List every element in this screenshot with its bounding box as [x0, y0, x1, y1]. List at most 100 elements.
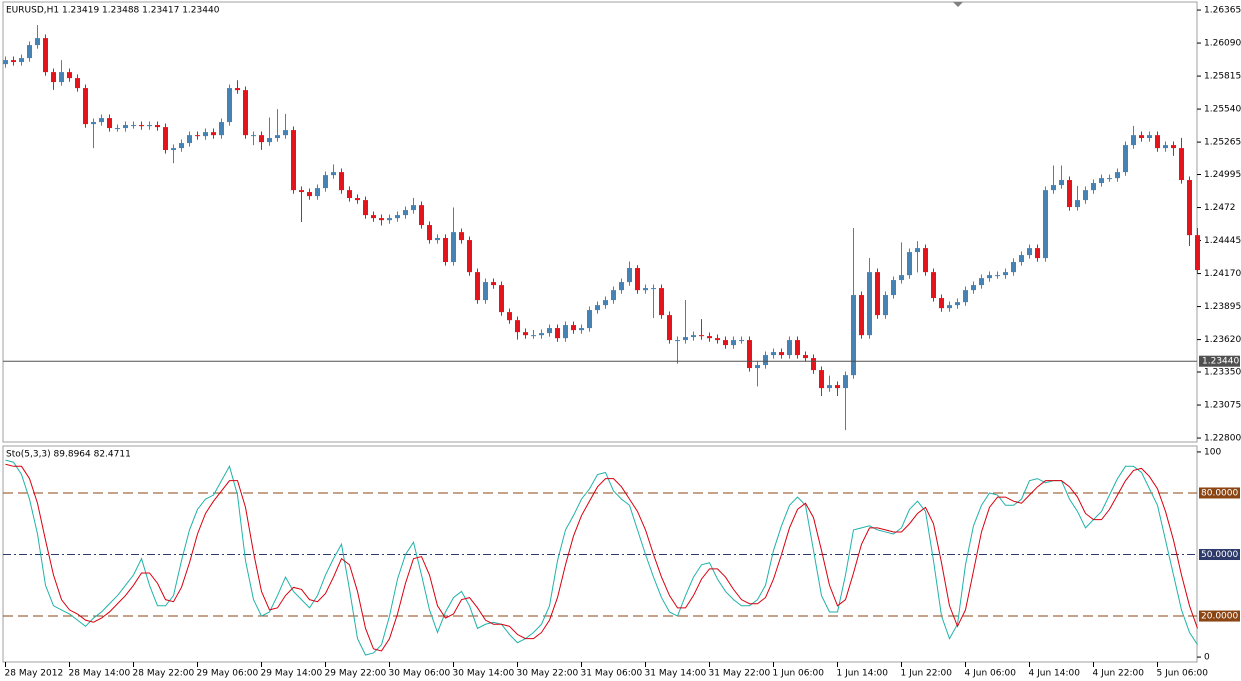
candle-body — [75, 78, 80, 89]
candle-body — [1131, 135, 1136, 146]
candle-body — [1091, 183, 1096, 191]
candle-body — [1107, 178, 1112, 180]
y-tick-label: 1.2472 — [1204, 203, 1236, 213]
candle-body — [35, 38, 40, 46]
x-tick-label: 1 Jun 22:00 — [901, 669, 953, 679]
candle-body — [155, 125, 160, 128]
candle-body — [339, 172, 344, 191]
candle-body — [947, 305, 952, 309]
candle-body — [1011, 262, 1016, 273]
candle-body — [19, 58, 24, 63]
candle-body — [1083, 190, 1088, 201]
candle-body — [467, 240, 472, 273]
candle-body — [11, 60, 16, 63]
candle-body — [651, 288, 656, 290]
candle-body — [827, 385, 832, 389]
candle-body — [427, 225, 432, 241]
candle-body — [963, 290, 968, 303]
candle-body — [891, 280, 896, 296]
x-tick-label: 28 May 14:00 — [69, 669, 131, 679]
candle-body — [115, 128, 120, 130]
x-tick-label: 29 May 22:00 — [325, 669, 387, 679]
candle-body — [995, 275, 1000, 277]
y-tick-label: 1.25540 — [1204, 105, 1241, 115]
candle-body — [195, 135, 200, 137]
level-box — [1199, 549, 1240, 561]
level-label: 50.0000 — [1201, 550, 1238, 560]
candle-body — [1123, 145, 1128, 173]
candle-body — [1067, 180, 1072, 208]
y-tick-label: 1.22800 — [1204, 434, 1241, 444]
y-tick-label: 1.24995 — [1204, 170, 1241, 180]
candle-body — [875, 272, 880, 316]
candle-body — [451, 232, 456, 263]
x-tick-label: 30 May 06:00 — [389, 669, 451, 679]
candle-body — [163, 127, 168, 151]
candle-body — [699, 335, 704, 337]
candle-body — [131, 125, 136, 127]
candle-body — [811, 358, 816, 371]
x-tick-label: 29 May 14:00 — [261, 669, 323, 679]
candle-body — [787, 340, 792, 356]
candle-body — [299, 190, 304, 193]
candle-body — [1027, 248, 1032, 256]
candle-body — [83, 88, 88, 125]
candle-body — [531, 335, 536, 337]
candle-body — [291, 130, 296, 191]
candle-body — [1019, 255, 1024, 263]
candle-body — [587, 310, 592, 329]
candle-body — [227, 88, 232, 123]
candle-body — [51, 72, 56, 83]
candle-body — [331, 172, 336, 176]
candle-body — [723, 340, 728, 346]
candle-body — [147, 125, 152, 127]
candle-body — [915, 248, 920, 253]
candle-body — [595, 305, 600, 311]
candle-body — [667, 315, 672, 341]
candle-body — [1155, 135, 1160, 149]
candle-body — [851, 295, 856, 376]
y-tick-label: 1.23350 — [1204, 368, 1241, 378]
candle-body — [315, 188, 320, 197]
x-tick-label: 31 May 06:00 — [581, 669, 643, 679]
candle-body — [819, 370, 824, 389]
candle-body — [59, 72, 64, 83]
candle-body — [971, 285, 976, 291]
candle-body — [27, 45, 32, 59]
candle-body — [1195, 235, 1200, 271]
candle-body — [987, 275, 992, 279]
price-panel — [2, 1, 1198, 443]
candle-body — [323, 175, 328, 189]
candle-body — [643, 288, 648, 291]
candle-body — [171, 148, 176, 151]
level-box — [1199, 487, 1240, 499]
candle-body — [763, 355, 768, 366]
candle-body — [547, 328, 552, 334]
candle-body — [563, 325, 568, 339]
candle-body — [843, 375, 848, 389]
candle-body — [395, 215, 400, 219]
candle-body — [1059, 180, 1064, 186]
candle-body — [755, 365, 760, 369]
candle-body — [1171, 145, 1176, 149]
y-tick-label: 1.25815 — [1204, 72, 1241, 82]
x-tick-label: 31 May 14:00 — [645, 669, 707, 679]
candle-body — [523, 332, 528, 336]
candle-body — [1187, 180, 1192, 236]
candle-body — [619, 282, 624, 291]
candle-body — [179, 143, 184, 149]
candle-body — [579, 328, 584, 331]
candle-body — [571, 325, 576, 331]
candle-body — [443, 238, 448, 263]
candle-body — [779, 352, 784, 356]
x-tick-label: 1 Jun 06:00 — [773, 669, 825, 679]
candle-body — [771, 352, 776, 356]
candle-body — [739, 340, 744, 342]
x-tick-label: 4 Jun 22:00 — [1093, 669, 1145, 679]
y-tick-label: 1.24445 — [1204, 236, 1241, 246]
level-box — [1199, 610, 1240, 622]
y-tick-label: 100 — [1204, 447, 1221, 457]
candle-body — [219, 122, 224, 136]
y-tick-label: 1.26090 — [1204, 39, 1241, 49]
y-tick-label: 0 — [1204, 653, 1210, 663]
